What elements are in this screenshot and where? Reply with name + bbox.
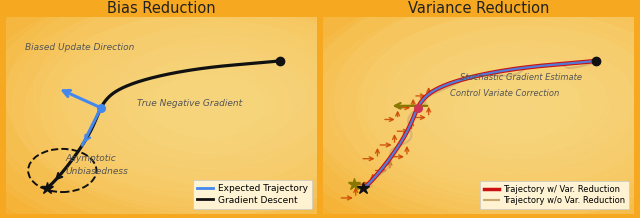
Ellipse shape xyxy=(357,12,640,200)
Text: Asymptotic: Asymptotic xyxy=(65,154,116,163)
Ellipse shape xyxy=(68,27,348,184)
Ellipse shape xyxy=(0,2,388,218)
Text: Unbiasedness: Unbiasedness xyxy=(65,167,128,176)
Text: Stochastic Gradient Estimate: Stochastic Gradient Estimate xyxy=(460,73,582,82)
Ellipse shape xyxy=(0,0,432,218)
Ellipse shape xyxy=(6,0,441,214)
Ellipse shape xyxy=(13,0,404,216)
Ellipse shape xyxy=(0,0,460,218)
Ellipse shape xyxy=(416,41,634,159)
Ellipse shape xyxy=(335,0,640,203)
Ellipse shape xyxy=(469,74,581,137)
Ellipse shape xyxy=(258,0,640,218)
Ellipse shape xyxy=(170,66,278,125)
Ellipse shape xyxy=(124,59,292,153)
Legend: Trajectory w/ Var. Reduction, Trajectory w/o Var. Reduction: Trajectory w/ Var. Reduction, Trajectory… xyxy=(480,181,629,209)
Ellipse shape xyxy=(426,65,593,159)
Ellipse shape xyxy=(454,80,565,143)
Ellipse shape xyxy=(115,37,332,155)
Ellipse shape xyxy=(0,0,416,218)
Ellipse shape xyxy=(308,0,640,218)
Ellipse shape xyxy=(314,2,640,218)
Ellipse shape xyxy=(97,43,320,169)
Ellipse shape xyxy=(164,96,221,127)
Ellipse shape xyxy=(33,0,414,199)
Title: Variance Reduction: Variance Reduction xyxy=(408,1,549,16)
Ellipse shape xyxy=(385,27,640,184)
Ellipse shape xyxy=(142,52,305,140)
Ellipse shape xyxy=(180,90,236,121)
Ellipse shape xyxy=(109,65,276,159)
Ellipse shape xyxy=(0,0,472,218)
Text: Control Variate Correction: Control Variate Correction xyxy=(451,89,559,98)
Ellipse shape xyxy=(61,8,387,184)
Ellipse shape xyxy=(40,12,376,200)
Ellipse shape xyxy=(397,49,621,174)
Legend: Expected Trajectory, Gradient Descent: Expected Trajectory, Gradient Descent xyxy=(193,180,312,209)
Ellipse shape xyxy=(497,90,553,121)
Ellipse shape xyxy=(481,96,538,127)
Ellipse shape xyxy=(196,81,251,111)
Ellipse shape xyxy=(137,80,248,143)
Text: Biased Update Direction: Biased Update Direction xyxy=(25,43,134,52)
Ellipse shape xyxy=(342,17,640,206)
Ellipse shape xyxy=(0,0,444,218)
Text: True Negative Gradient: True Negative Gradient xyxy=(137,99,242,108)
Ellipse shape xyxy=(330,0,640,216)
Ellipse shape xyxy=(273,0,640,218)
Ellipse shape xyxy=(362,12,640,188)
Ellipse shape xyxy=(152,74,264,137)
Ellipse shape xyxy=(53,33,332,190)
Title: Bias Reduction: Bias Reduction xyxy=(108,1,216,16)
Ellipse shape xyxy=(246,0,640,218)
Ellipse shape xyxy=(0,0,488,218)
Ellipse shape xyxy=(286,0,640,218)
Ellipse shape xyxy=(413,43,637,169)
Ellipse shape xyxy=(81,49,305,174)
Ellipse shape xyxy=(301,0,640,218)
Ellipse shape xyxy=(370,33,640,190)
Ellipse shape xyxy=(25,17,360,206)
Ellipse shape xyxy=(230,0,640,218)
Ellipse shape xyxy=(441,59,609,153)
Ellipse shape xyxy=(498,85,552,115)
Ellipse shape xyxy=(389,26,640,174)
Ellipse shape xyxy=(470,70,579,129)
Ellipse shape xyxy=(444,56,607,144)
Ellipse shape xyxy=(88,22,360,170)
